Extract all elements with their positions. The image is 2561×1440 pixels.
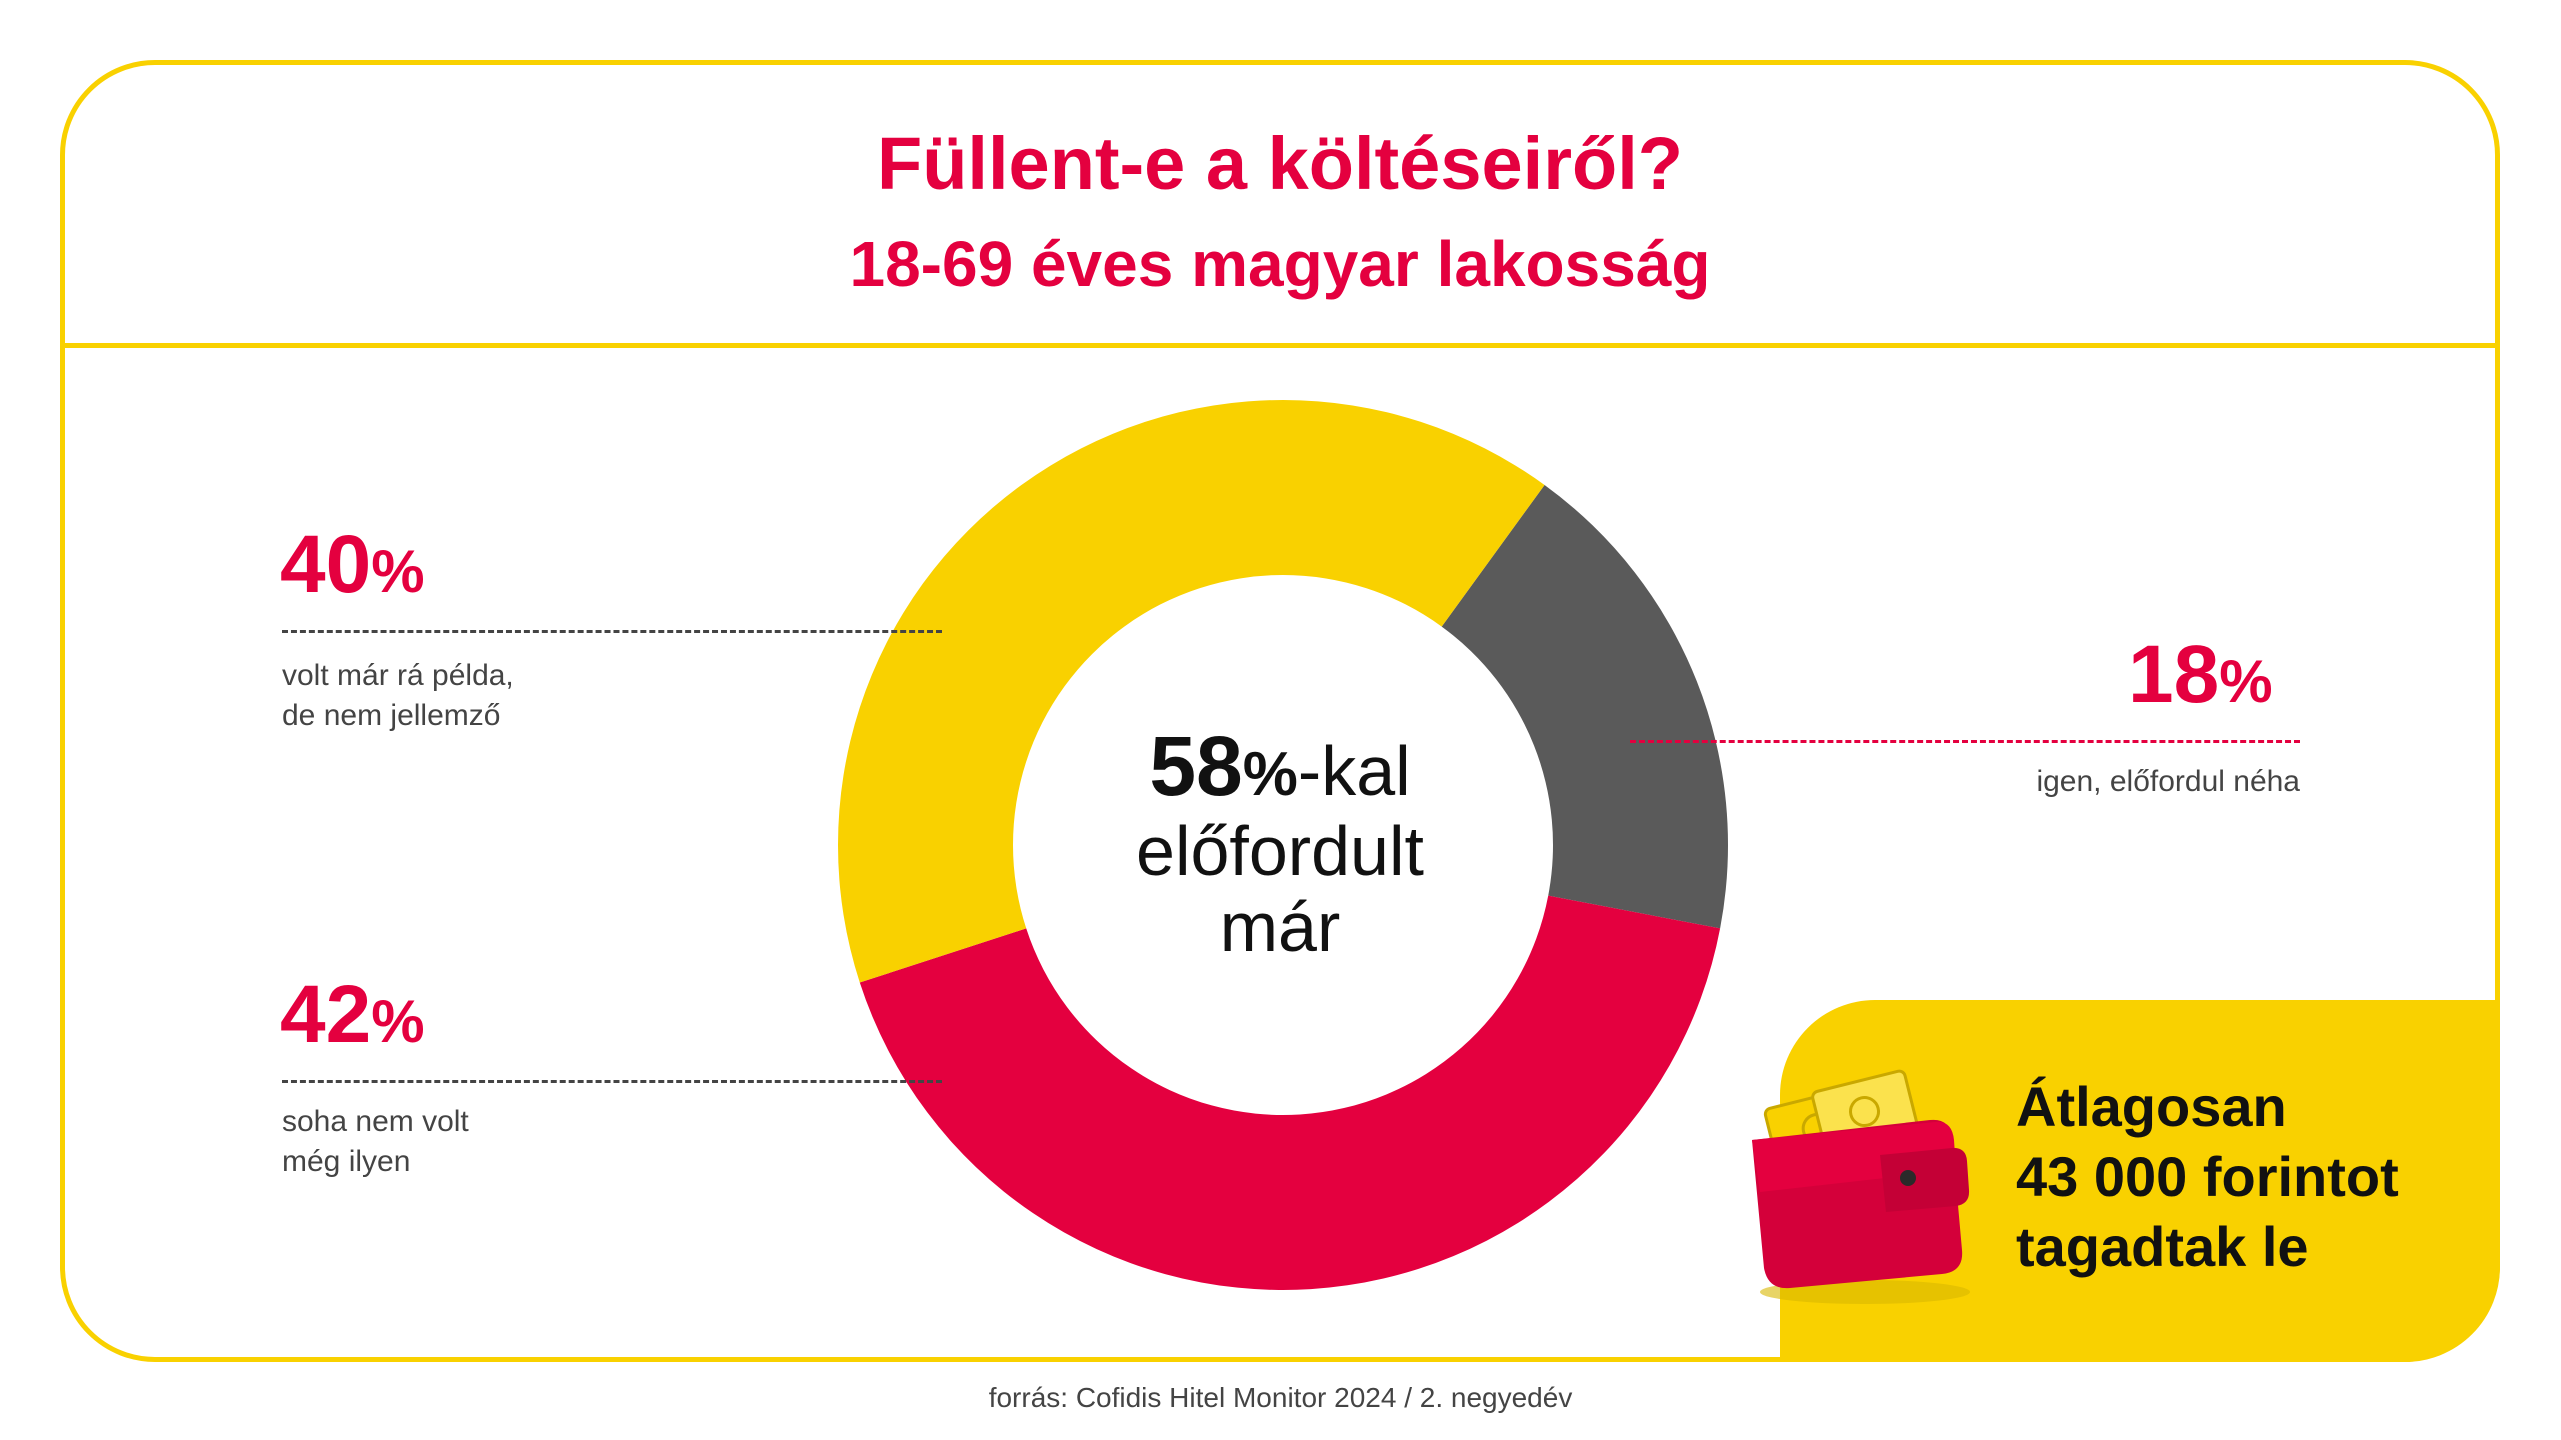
center-line2: előfordult <box>1136 812 1424 890</box>
leader-line-42 <box>282 1080 942 1083</box>
label-42-description: soha nem volt még ilyen <box>282 1102 469 1182</box>
center-percent-sign: % <box>1242 740 1298 809</box>
callout-line1: Átlagosan <box>2016 1075 2287 1138</box>
label-18-line1: igen, előfordul néha <box>2036 765 2300 798</box>
callout-line3: tagadtak le <box>2016 1215 2309 1278</box>
label-18-percent: % <box>2219 648 2273 715</box>
center-value: 58 <box>1149 719 1243 813</box>
label-18-value: 18% <box>2128 628 2273 722</box>
source-note: forrás: Cofidis Hitel Monitor 2024 / 2. … <box>988 1382 1573 1413</box>
donut-slice-18 <box>1441 484 1728 929</box>
label-42-line1: soha nem volt <box>282 1105 469 1138</box>
leader-line-40 <box>282 630 942 633</box>
donut-slice-40 <box>837 400 1545 983</box>
donut-center-text: 58%-kal előfordult már <box>1080 724 1480 966</box>
label-18-description: igen, előfordul néha <box>1900 762 2300 802</box>
label-40-number: 40 <box>280 519 372 610</box>
label-40-line2: de nem jellemző <box>282 699 501 732</box>
donut-slice-42 <box>859 895 1721 1290</box>
chart-title: Füllent-e a költéseiről? <box>877 122 1683 205</box>
wallet-icon <box>1752 1069 1970 1304</box>
label-40-percent: % <box>371 538 425 605</box>
leader-line-18 <box>1630 740 2300 743</box>
callout-line2: 43 000 forintot <box>2016 1145 2399 1208</box>
label-42-number: 42 <box>280 969 372 1060</box>
label-40-description: volt már rá példa, de nem jellemző <box>282 656 514 736</box>
label-42-percent: % <box>371 988 425 1055</box>
center-line3: már <box>1219 888 1341 966</box>
label-18-number: 18 <box>2128 629 2220 720</box>
label-40-line1: volt már rá példa, <box>282 659 514 692</box>
label-42-value: 42% <box>280 968 425 1062</box>
chart-subtitle: 18-69 éves magyar lakosság <box>849 228 1711 300</box>
center-suffix: -kal <box>1297 732 1411 810</box>
callout-text: Átlagosan 43 000 forintot tagadtak le <box>2016 1072 2399 1282</box>
label-42-line2: még ilyen <box>282 1145 411 1178</box>
header-divider <box>65 343 2495 348</box>
label-40-value: 40% <box>280 518 425 612</box>
